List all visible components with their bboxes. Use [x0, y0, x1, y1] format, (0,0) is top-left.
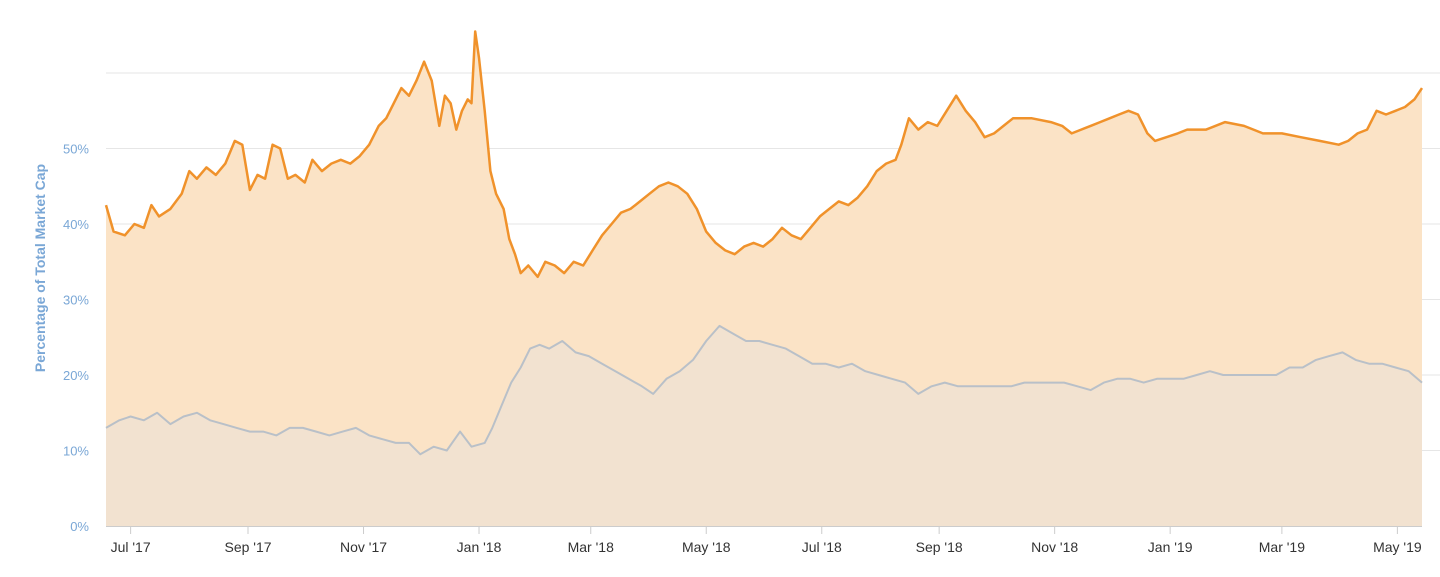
y-tick-label: 30% — [63, 293, 89, 308]
x-tick-label: Mar '19 — [1259, 539, 1305, 555]
series-1-line — [104, 30, 1424, 279]
axis-layer: 0% 10% 20% 30% 40% 50% Jul '17 Sep '17 Nov '17 Ja… — [63, 142, 1422, 555]
y-tick-label: 20% — [63, 368, 89, 383]
x-tick-label: Sep '18 — [916, 539, 963, 555]
x-tick-label: Nov '17 — [340, 539, 387, 555]
x-tick-label: May '18 — [682, 539, 731, 555]
x-tick-label: May '19 — [1373, 539, 1422, 555]
x-tick-label: Jul '17 — [111, 539, 151, 555]
y-axis-title: Percentage of Total Market Cap — [32, 164, 48, 372]
series-2-area — [106, 325, 1422, 526]
x-tick-label: Mar '18 — [568, 539, 614, 555]
y-tick-label: 10% — [63, 444, 89, 459]
line-layer — [104, 30, 1424, 456]
y-tick-label: 40% — [63, 217, 89, 232]
area-layer — [106, 31, 1422, 526]
y-tick-label: 50% — [63, 142, 89, 157]
x-tick-label: Jan '18 — [457, 539, 502, 555]
series-2-line — [105, 324, 1423, 456]
y-tick-label: 0% — [70, 519, 89, 534]
x-tick-label: Nov '18 — [1031, 539, 1078, 555]
x-tick-label: Jan '19 — [1148, 539, 1193, 555]
x-tick-label: Sep '17 — [224, 539, 271, 555]
x-tick-label: Jul '18 — [802, 539, 842, 555]
